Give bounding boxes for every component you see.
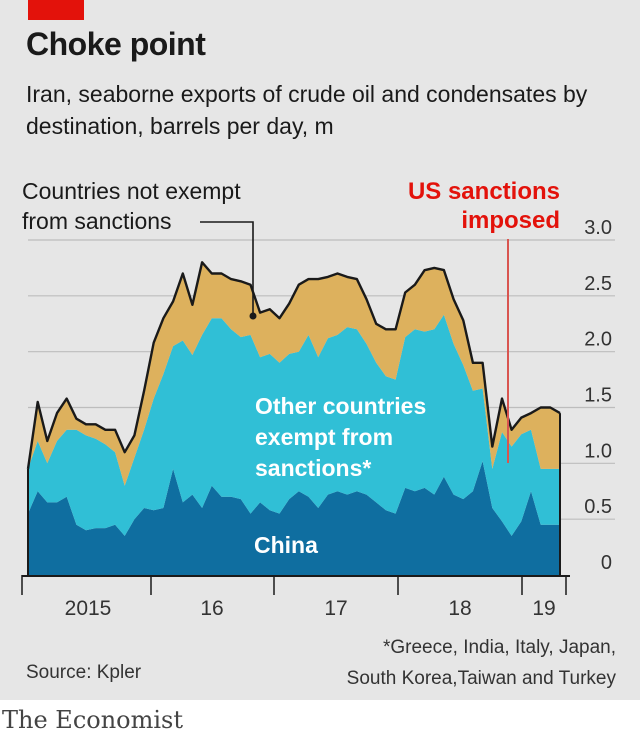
x-tick-label: 19 — [532, 597, 555, 620]
annotation-layer: Countries not exempt from sanctions US san… — [22, 178, 560, 558]
x-tick-label: 2015 — [65, 597, 112, 620]
source-note: Source: Kpler — [26, 662, 142, 683]
not-exempt-label: Countries not exempt from sanctions — [22, 178, 241, 234]
chart-title: Choke point — [26, 26, 206, 62]
red-tag — [28, 0, 84, 20]
y-tick-label: 2.0 — [584, 329, 612, 351]
total-line — [26, 261, 561, 470]
china-label: China — [254, 532, 318, 558]
y-tick-label: 1.5 — [584, 385, 612, 407]
x-tick-label: 17 — [324, 597, 347, 620]
y-tick-label: 0 — [601, 552, 612, 574]
footnote-line-2: South Korea,Taiwan and Turkey — [346, 668, 616, 689]
area-exempt — [28, 314, 560, 536]
x-tick-label: 16 — [200, 597, 223, 620]
chart-subtitle: Iran, seaborne exports of crude oil and … — [26, 81, 588, 139]
y-tick-label: 2.5 — [584, 273, 612, 295]
y-tick-label: 1.0 — [584, 440, 612, 462]
exempt-label: Other countries exempt from sanctions* — [255, 393, 426, 481]
area-china — [28, 461, 560, 575]
leader-dot — [249, 312, 257, 320]
footnote: *Greece, India, Italy, Japan, South Kore… — [347, 632, 616, 694]
area-not-exempt — [28, 262, 560, 486]
chart-svg: 0 0.5 1.0 1.5 2.0 2.5 3.0 2015 16 17 18 19 Countrie… — [21, 178, 615, 620]
chart-card: Choke point Iran, seaborne exports of cr… — [0, 0, 640, 700]
axis-layer: 0 0.5 1.0 1.5 2.0 2.5 3.0 2015 16 17 18 19 — [21, 217, 612, 620]
x-tick-label: 18 — [448, 597, 471, 620]
sanctions-label: US sanctions imposed — [408, 178, 560, 234]
footnote-line-1: *Greece, India, Italy, Japan, — [382, 637, 616, 658]
leader-line — [200, 221, 254, 316]
y-tick-label: 3.0 — [584, 217, 612, 239]
brand-logo-text: The Economist — [2, 706, 184, 734]
y-tick-label: 0.5 — [584, 496, 612, 518]
area-layer — [26, 261, 561, 575]
